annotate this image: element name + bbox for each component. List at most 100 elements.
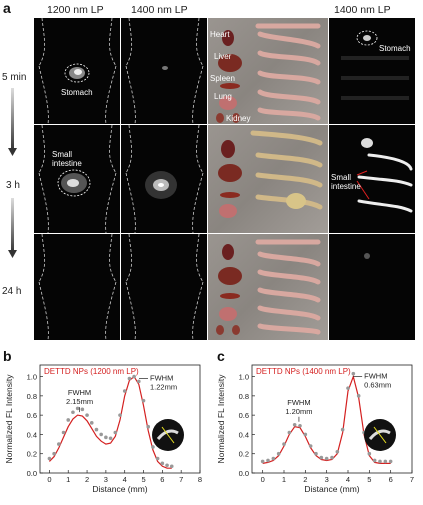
chart-c-data-point (282, 442, 286, 446)
chart-c-ytick-label: 0.0 (239, 469, 249, 478)
column-header-1400-right: 1400 nm LP (334, 4, 391, 16)
chart-c-title: DETTD NPs (1400 nm LP) (256, 367, 351, 376)
chart-b-data-point (165, 463, 169, 468)
chart-c-data-point (340, 427, 345, 432)
chart-c-annotation-text: FWHM (364, 372, 387, 381)
nir-image-3h-1400 (121, 125, 207, 233)
chart-b-ytick-label: 0.6 (27, 411, 37, 420)
chart-b-annotation-text: 2.15mm (66, 397, 93, 406)
chart-c-data-point (346, 386, 350, 390)
chart-b-ytick-label: 0.0 (27, 469, 37, 478)
small-intestine-label: Small intestine (52, 150, 82, 168)
chart-c-inset-vessel (368, 429, 391, 440)
panel-label-a: a (3, 0, 11, 16)
chart-c-xtick-label: 6 (389, 475, 393, 484)
chart-b-data-point (137, 379, 141, 384)
chart-b-data-point (127, 376, 132, 381)
chart-b-xtick-label: 6 (160, 475, 164, 484)
chart-b-data-point (122, 389, 127, 393)
chart-b-data-point (151, 445, 155, 449)
panel-label-c: c (217, 348, 225, 364)
chart-b-data-point (141, 398, 146, 403)
organ-label-heart: Heart (210, 30, 230, 39)
chart-b-inset-vessel (156, 429, 179, 440)
chart-c-ylabel: Normalized FL Intensity (216, 374, 226, 464)
chart-b-data-point (71, 410, 75, 415)
row-label-3h: 3 h (6, 180, 20, 191)
organ-label-kidney: Kidney (226, 114, 251, 123)
chart-c-data-point (356, 394, 361, 398)
chart-c-xlabel: Distance (mm) (304, 484, 359, 494)
chart-b-fit-line (48, 375, 172, 469)
chart-c-ytick-label: 0.6 (239, 411, 249, 420)
chart-b-annotation-text: 1.22mm (150, 383, 177, 392)
chart-c-data-point (351, 371, 356, 376)
chart-c-xtick-label: 5 (367, 475, 371, 484)
chart-b-data-point (89, 421, 94, 425)
organ-label-liver: Liver (214, 52, 232, 61)
chart-c-annotation-text: FWHM (287, 398, 310, 407)
chart-b-xtick-label: 0 (47, 475, 51, 484)
chart-c-data-point (260, 459, 265, 464)
chart-b-data-point (118, 413, 122, 417)
chart-c-plot-frame (251, 364, 413, 474)
chart-c-annotation-text: 1.20mm (285, 407, 312, 416)
row-label-5min: 5 min (2, 72, 27, 83)
chart-b-data-point (57, 442, 61, 446)
nir-image-3h-1200: Small intestine (34, 125, 120, 233)
chart-c: 0.0 0.2 0.4 0.6 0.8 1.0 0 1 2 3 4 5 6 7 Distance (mm) N… (212, 355, 422, 505)
chart-b-xtick-label: 8 (198, 475, 202, 484)
chart-b-data-point (61, 430, 66, 435)
chart-c-data-point (303, 432, 308, 437)
time-arrow-graphic (8, 88, 17, 258)
organ-label-spleen: Spleen (210, 74, 235, 83)
chart-b-data-point (132, 374, 136, 379)
ex-vivo-photo-5min: Heart Liver Spleen Lung Kidney (208, 18, 328, 124)
chart-b-xtick-label: 7 (179, 475, 183, 484)
chart-c-inset-profile-line (373, 426, 387, 444)
chart-c-data-point (271, 456, 276, 461)
chart-b-xlabel: Distance (mm) (92, 484, 147, 494)
small-intestine-label-right: Small intestine (331, 173, 361, 191)
chart-c-data-point (276, 451, 281, 456)
nir-image-ex-vivo-24h (329, 234, 415, 340)
chart-c-data-point (319, 455, 324, 460)
chart-b-ylabel: Normalized FL Intensity (4, 374, 14, 464)
chart-b-xtick-label: 2 (85, 475, 89, 484)
chart-b-data-point (108, 436, 113, 441)
chart-b-data-point (75, 406, 80, 411)
chart-c-xtick-label: 3 (325, 475, 329, 484)
chart-b: 0.0 0.2 0.4 0.6 0.8 1.0 0 1 2 3 4 5 6 7 8 Distance (mm)… (0, 355, 210, 505)
chart-c-annotation-text: 0.63mm (364, 381, 391, 390)
chart-c-xtick-label: 0 (261, 475, 265, 484)
chart-c-data-point (308, 444, 313, 448)
chart-b-svg: 0.0 0.2 0.4 0.6 0.8 1.0 0 1 2 3 4 5 6 7 8 Distance (mm)… (4, 364, 202, 494)
chart-c-data-point (383, 459, 388, 464)
chart-b-data-point (160, 461, 165, 466)
chart-c-data-point (287, 430, 292, 435)
nir-image-ex-vivo-3h: Small intestine (329, 125, 415, 233)
chart-c-xtick-label: 7 (410, 475, 414, 484)
nir-image-24h-1200 (34, 234, 120, 340)
chart-b-inset-profile-line (161, 426, 175, 444)
ex-vivo-photo-24h (208, 234, 328, 340)
chart-b-ytick-label: 0.4 (27, 430, 37, 439)
chart-b-data-point (94, 427, 99, 432)
nir-image-ex-vivo-5min: Stomach (329, 18, 415, 124)
chart-b-data-point (155, 456, 160, 461)
chart-c-data-point (367, 451, 372, 456)
chart-c-xtick-label: 1 (282, 475, 286, 484)
panel-label-b: b (3, 348, 12, 364)
chart-c-fit-line (262, 374, 391, 464)
organ-label-lung: Lung (214, 92, 232, 101)
chart-c-data-point (298, 423, 302, 428)
chart-c-data-point (314, 451, 318, 456)
chart-b-xtick-label: 4 (123, 475, 127, 484)
chart-b-data-point (85, 413, 89, 417)
chart-b-annotation-text: FWHM (68, 388, 91, 397)
chart-c-data-point (378, 459, 382, 464)
